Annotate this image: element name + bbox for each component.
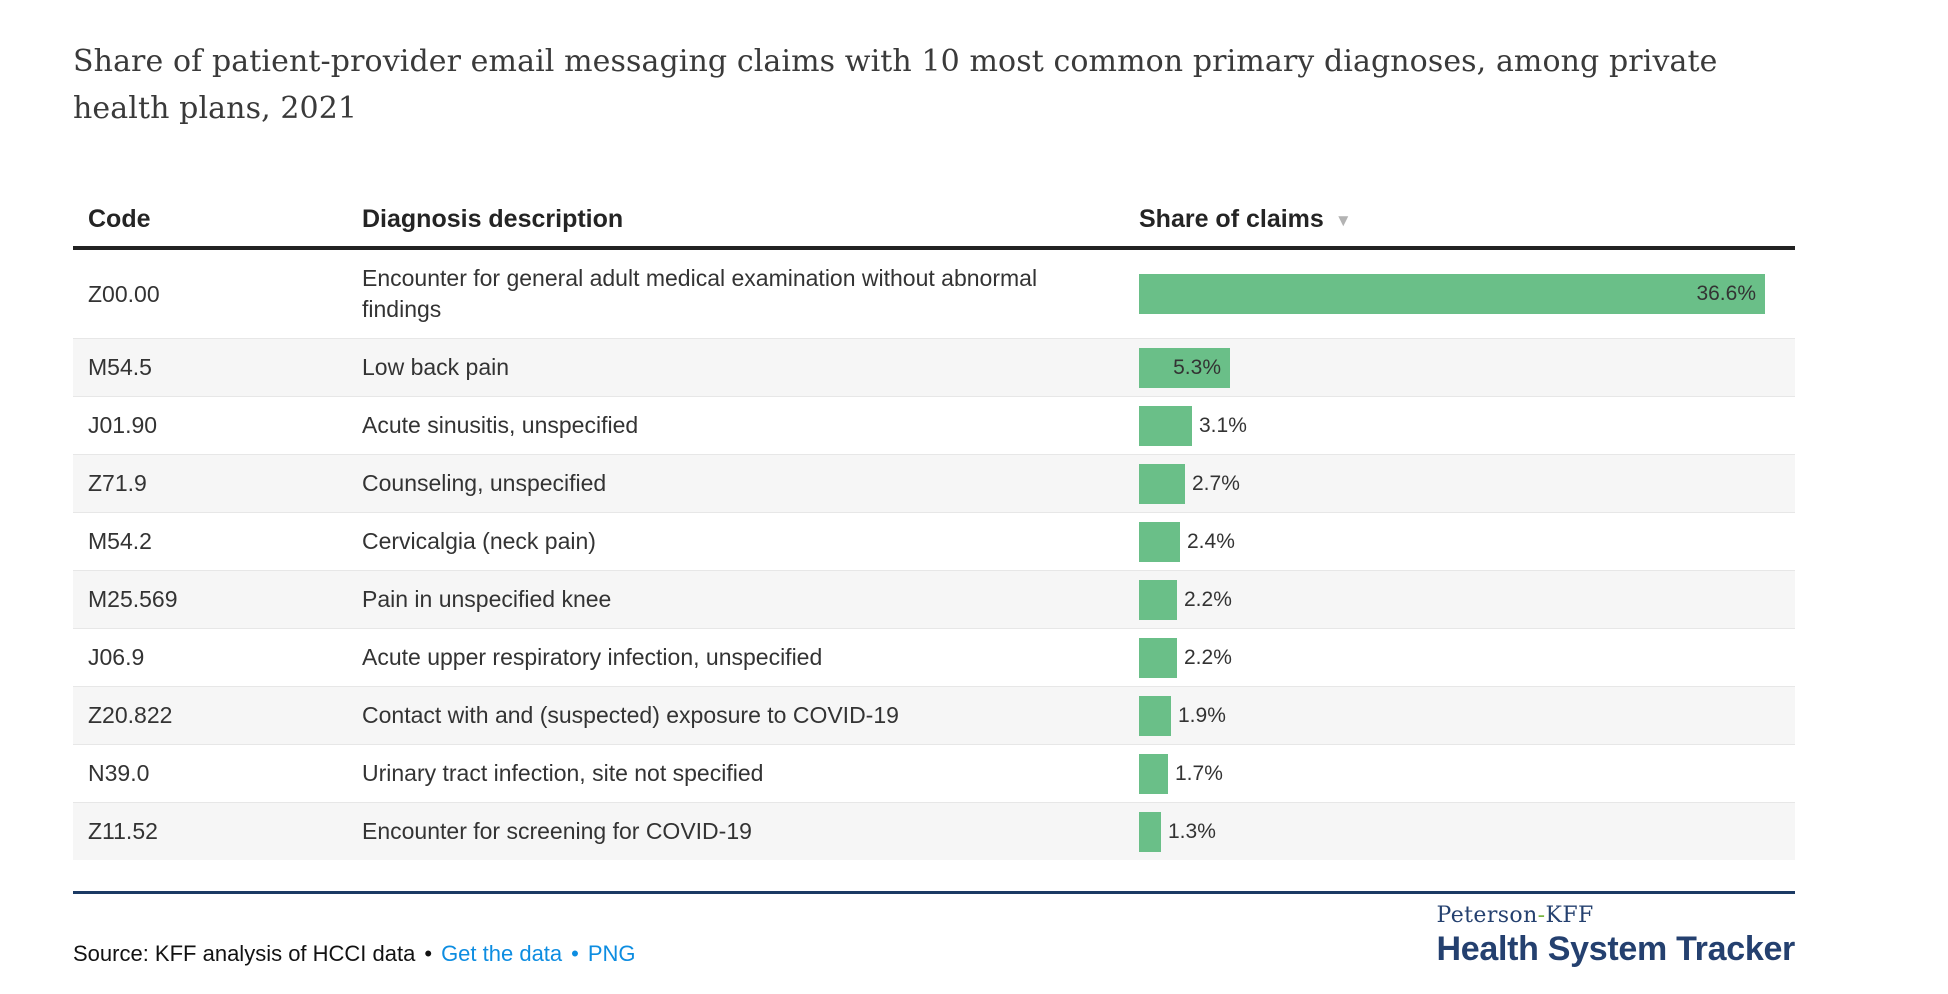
diagnosis-description: Cervicalgia (neck pain) xyxy=(362,528,596,554)
table-row: J01.90 Acute sinusitis, unspecified 3.1% xyxy=(73,396,1795,454)
table-row: N39.0 Urinary tract infection, site not … xyxy=(73,744,1795,802)
get-the-data-link[interactable]: Get the data xyxy=(441,941,563,966)
share-bar xyxy=(1139,811,1161,852)
source-line: Source: KFF analysis of HCCI data • Get th… xyxy=(73,941,636,967)
share-cell: 2.2% xyxy=(1139,629,1795,686)
share-value-label: 2.2% xyxy=(1184,587,1232,611)
table-row: M25.569 Pain in unspecified knee 2.2% xyxy=(73,570,1795,628)
logo-dash: - xyxy=(1537,903,1546,928)
share-bar: 5.3% xyxy=(1139,347,1230,388)
diagnosis-description: Acute upper respiratory infection, unspe… xyxy=(362,644,823,670)
diagnosis-code: M54.5 xyxy=(88,354,152,380)
diagnosis-description: Acute sinusitis, unspecified xyxy=(362,412,639,438)
share-bar xyxy=(1139,521,1180,562)
chart-title: Share of patient-provider email messagin… xyxy=(73,44,1718,126)
share-value-label: 2.7% xyxy=(1192,471,1240,495)
share-value-label: 5.3% xyxy=(1173,355,1221,379)
share-cell: 2.7% xyxy=(1139,455,1795,512)
logo-suffix: KFF xyxy=(1545,903,1594,928)
health-system-tracker-wordmark: Health System Tracker xyxy=(1436,930,1796,968)
footer: Source: KFF analysis of HCCI data • Get th… xyxy=(73,894,1795,969)
share-cell: 36.6% xyxy=(1139,250,1795,338)
column-header-share[interactable]: Share of claims ▼ xyxy=(1139,205,1795,234)
table-row: Z20.822 Contact with and (suspected) exp… xyxy=(73,686,1795,744)
diagnosis-description: Encounter for screening for COVID-19 xyxy=(362,818,752,844)
diagnosis-description: Low back pain xyxy=(362,354,510,380)
diagnosis-code: M25.569 xyxy=(88,586,178,612)
table-row: J06.9 Acute upper respiratory infection,… xyxy=(73,628,1795,686)
table-body: Z00.00 Encounter for general adult medic… xyxy=(73,250,1795,860)
share-value-label: 36.6% xyxy=(1696,282,1756,305)
column-header-description[interactable]: Diagnosis description xyxy=(362,204,624,233)
brand-logo[interactable]: Peterson-KFF Health System Tracker xyxy=(1436,903,1796,969)
diagnosis-description: Contact with and (suspected) exposure to… xyxy=(362,702,899,728)
share-cell: 5.3% xyxy=(1139,339,1795,396)
share-bar xyxy=(1139,579,1177,620)
column-header-share-label: Share of claims xyxy=(1139,204,1324,233)
diagnosis-description: Encounter for general adult medical exam… xyxy=(362,265,1038,322)
table-row: Z71.9 Counseling, unspecified 2.7% xyxy=(73,454,1795,512)
table-row: Z11.52 Encounter for screening for COVID… xyxy=(73,802,1795,860)
diagnosis-description: Pain in unspecified knee xyxy=(362,586,612,612)
diagnosis-code: J06.9 xyxy=(88,644,145,670)
share-bar xyxy=(1139,405,1192,446)
diagnosis-description: Urinary tract infection, site not specif… xyxy=(362,760,764,786)
table-row: M54.2 Cervicalgia (neck pain) 2.4% xyxy=(73,512,1795,570)
share-value-label: 2.4% xyxy=(1187,529,1235,553)
bullet-separator: • xyxy=(424,941,433,966)
share-cell: 1.7% xyxy=(1139,745,1795,802)
diagnosis-code: Z11.52 xyxy=(88,818,158,844)
sort-descending-icon: ▼ xyxy=(1334,210,1352,230)
source-text: Source: KFF analysis of HCCI data xyxy=(73,941,416,966)
diagnosis-code: J01.90 xyxy=(88,412,158,438)
share-value-label: 1.3% xyxy=(1168,819,1216,843)
share-cell: 1.9% xyxy=(1139,687,1795,744)
diagnosis-code: Z00.00 xyxy=(88,280,160,307)
table-row: Z00.00 Encounter for general adult medic… xyxy=(73,250,1795,338)
share-value-label: 1.9% xyxy=(1178,703,1226,727)
share-cell: 2.4% xyxy=(1139,513,1795,570)
diagnosis-code: Z71.9 xyxy=(88,470,147,496)
diagnosis-code: M54.2 xyxy=(88,528,152,554)
table-row: M54.5 Low back pain 5.3% xyxy=(73,338,1795,396)
share-value-label: 2.2% xyxy=(1184,645,1232,669)
share-value-label: 1.7% xyxy=(1175,761,1223,785)
share-bar: 36.6% xyxy=(1139,274,1765,314)
diagnoses-table: Code Diagnosis description Share of clai… xyxy=(73,192,1795,860)
share-cell: 2.2% xyxy=(1139,571,1795,628)
footer-divider xyxy=(73,891,1795,894)
column-header-code[interactable]: Code xyxy=(88,204,151,233)
diagnosis-description: Counseling, unspecified xyxy=(362,470,607,496)
png-link[interactable]: PNG xyxy=(587,941,636,966)
share-bar xyxy=(1139,753,1168,794)
share-bar xyxy=(1139,637,1177,678)
share-cell: 1.3% xyxy=(1139,803,1795,860)
share-bar xyxy=(1139,463,1185,504)
bullet-separator-2: • xyxy=(571,941,579,966)
peterson-kff-wordmark: Peterson-KFF xyxy=(1437,903,1795,928)
table-header-row: Code Diagnosis description Share of clai… xyxy=(73,192,1795,250)
logo-prefix: Peterson xyxy=(1436,903,1538,928)
diagnosis-code: Z20.822 xyxy=(88,702,173,728)
share-bar xyxy=(1139,695,1171,736)
chart-figure: Share of patient-provider email messagin… xyxy=(73,0,1795,969)
share-cell: 3.1% xyxy=(1139,397,1795,454)
share-value-label: 3.1% xyxy=(1199,413,1247,437)
diagnosis-code: N39.0 xyxy=(88,760,150,786)
